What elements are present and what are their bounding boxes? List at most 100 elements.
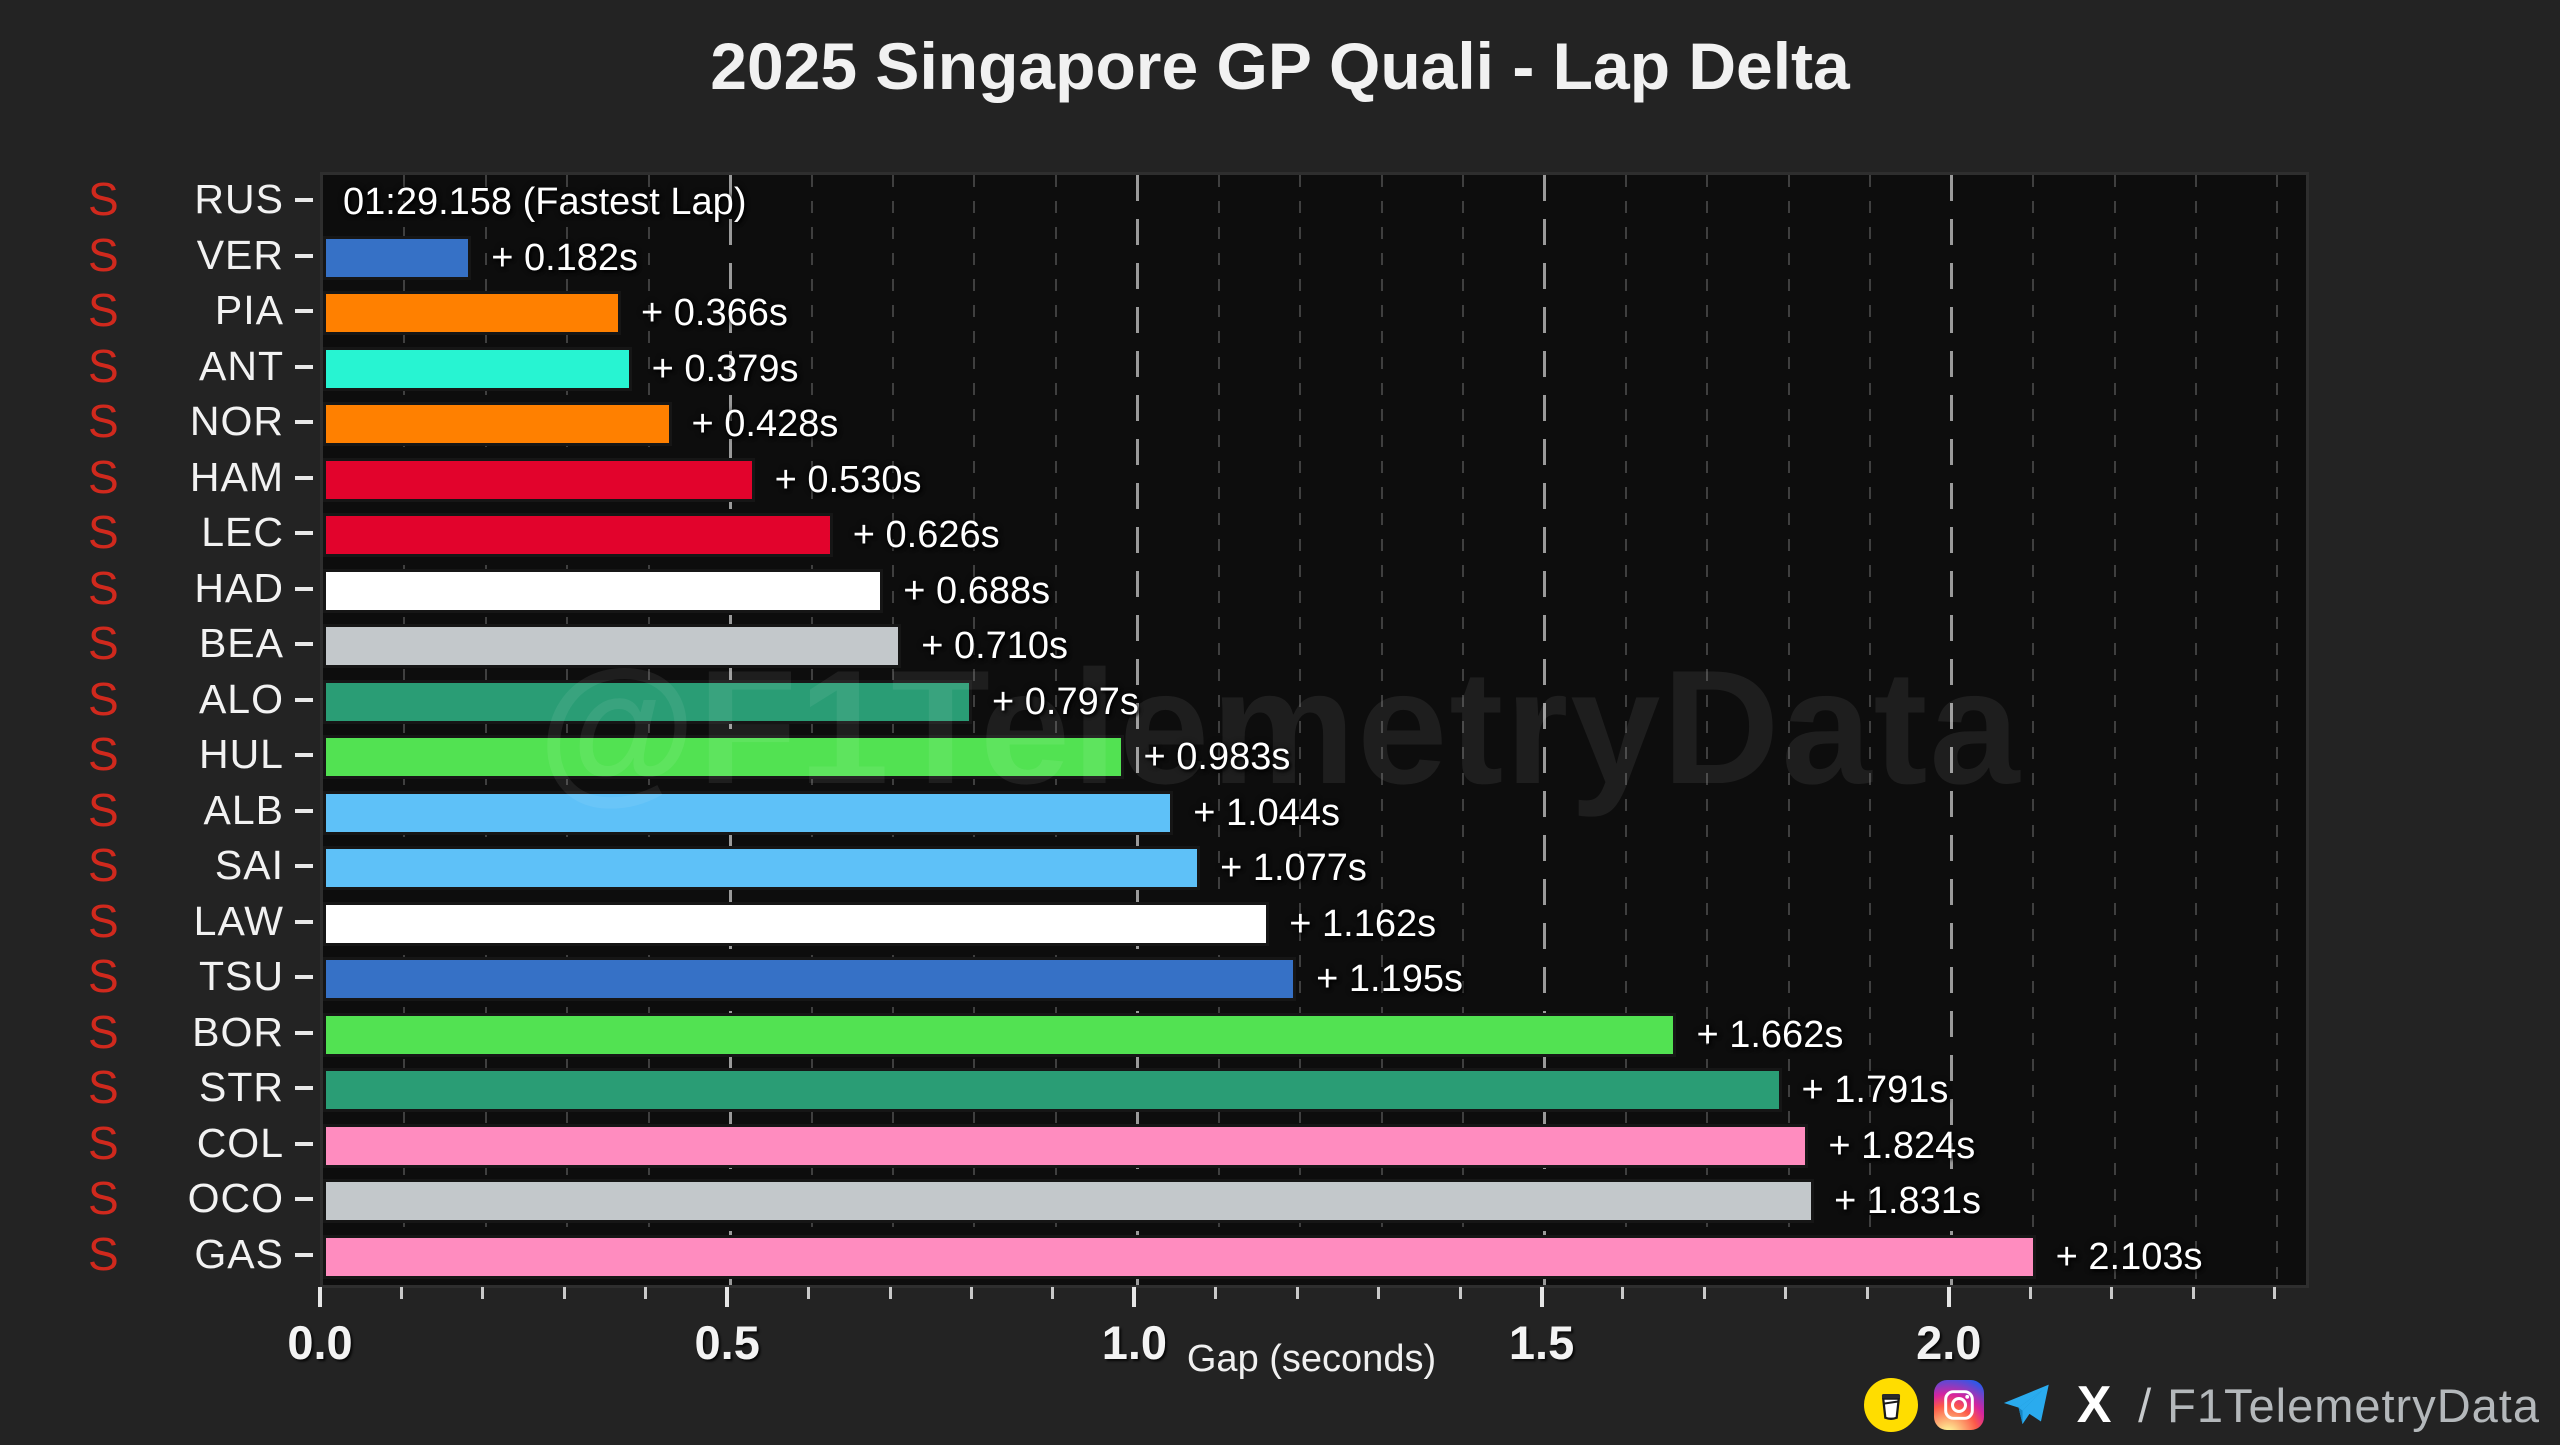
soft-tyre-badge: S [88,894,119,947]
y-tick-mark [295,919,313,924]
driver-code: HAD [194,564,284,611]
soft-tyre-badge: S [88,1172,119,1224]
delta-label: + 0.626s [852,514,1000,556]
delta-label: + 1.195s [1316,958,1464,1000]
major-gridline [1543,175,1547,1285]
minor-gridline [1054,175,1057,1285]
driver-code: TSU [199,953,284,999]
minor-gridline [1462,175,1465,1285]
minor-gridline [484,175,487,1285]
x-tick-major [1132,1287,1137,1307]
x-tick-minor [1214,1287,1218,1299]
coffee-icon[interactable] [1864,1378,1919,1432]
x-tick-major [318,1287,322,1307]
soft-tyre-badge: S [88,506,119,558]
minor-gridline [1217,175,1220,1285]
driver-row: + 1.162s [323,897,2306,953]
y-label-row: S TSU [0,949,320,1005]
minor-gridline [1706,175,1709,1285]
x-tick-label: 0.5 [694,1316,760,1369]
driver-code: NOR [189,398,284,444]
minor-gridline [810,175,813,1285]
minor-gridline [892,175,895,1285]
delta-label: + 0.983s [1143,736,1291,778]
x-tick-minor [2110,1287,2114,1299]
minor-gridline [2276,175,2279,1285]
x-tick-minor [1865,1287,1869,1299]
driver-row: + 0.182s [323,231,2306,287]
soft-tyre-badge: S [88,395,119,447]
driver-code: OCO [187,1175,284,1221]
driver-row: + 0.688s [323,564,2306,620]
delta-bar-had [323,568,884,613]
instagram-icon[interactable] [1934,1380,1985,1430]
x-tick-minor [1621,1287,1625,1299]
soft-tyre-badge: S [88,950,119,1002]
delta-label: + 0.379s [651,347,799,390]
delta-bar-ant [323,346,632,391]
telegram-icon[interactable] [2000,1379,2052,1431]
y-label-row: S HAD [0,561,320,617]
y-tick-mark [295,364,313,369]
y-tick-mark [295,975,313,979]
y-tick-mark [295,753,313,757]
soft-tyre-badge: S [88,1005,119,1058]
y-label-row: S LEC [0,505,320,561]
delta-label: + 0.366s [641,292,788,334]
x-tick-minor [562,1287,566,1299]
x-tick-minor [481,1287,485,1299]
delta-bar-tsu [323,957,1297,1001]
fastest-lap-label: 01:29.158 (Fastest Lap) [343,181,747,223]
soft-tyre-badge: S [88,561,119,614]
x-tick-minor [644,1287,648,1299]
y-tick-mark [295,808,313,813]
delta-bar-law [323,901,1270,946]
delta-bar-oco [323,1179,1815,1223]
soft-tyre-badge: S [88,1227,119,1280]
x-tick-minor [1458,1287,1462,1299]
minor-gridline [2032,175,2035,1285]
x-tick-major [1946,1287,1951,1307]
delta-label: + 1.662s [1696,1013,1844,1056]
x-axis-title: Gap (seconds) [1186,1338,1437,1380]
y-label-row: S ALO [0,672,320,728]
driver-row: + 1.791s [323,1063,2306,1119]
delta-bar-hul [323,735,1124,779]
minor-gridline [2195,175,2198,1285]
y-tick-mark [295,1030,313,1035]
y-tick-mark [295,642,313,646]
minor-gridline [566,175,569,1285]
y-label-row: S ANT [0,339,320,395]
delta-bar-bea [323,624,902,668]
major-gridline [1950,175,1954,1285]
footer-credit: X / F1TelemetryData [1864,1374,2540,1436]
y-tick-mark [295,475,313,480]
handle-separator: / [2138,1378,2152,1432]
y-label-row: S NOR [0,394,320,450]
driver-row: + 0.797s [323,675,2306,731]
soft-tyre-badge: S [88,228,119,281]
y-label-row: S RUS [0,172,320,228]
driver-row: + 1.044s [323,786,2306,842]
driver-code: ALB [203,786,284,833]
driver-code: LAW [193,897,284,944]
driver-row: + 2.103s [323,1230,2306,1286]
delta-bar-alb [323,790,1174,835]
driver-row: + 0.366s [323,286,2306,342]
y-label-row: S BOR [0,1005,320,1061]
delta-bar-bor [323,1012,1677,1057]
driver-row: + 0.530s [323,453,2306,509]
driver-code: HAM [189,453,284,500]
driver-code: BOR [192,1008,284,1055]
y-tick-mark [295,1197,313,1201]
delta-bar-col [323,1123,1809,1168]
x-icon[interactable]: X [2076,1376,2112,1434]
x-tick-minor [969,1287,973,1299]
y-label-row: S COL [0,1116,320,1172]
telemetry-handle[interactable]: F1TelemetryData [2167,1378,2540,1432]
driver-code: GAS [194,1230,284,1277]
driver-code: HUL [198,731,284,777]
driver-code: STR [199,1064,284,1110]
x-tick-minor [888,1287,892,1299]
y-label-row: S SAI [0,838,320,894]
